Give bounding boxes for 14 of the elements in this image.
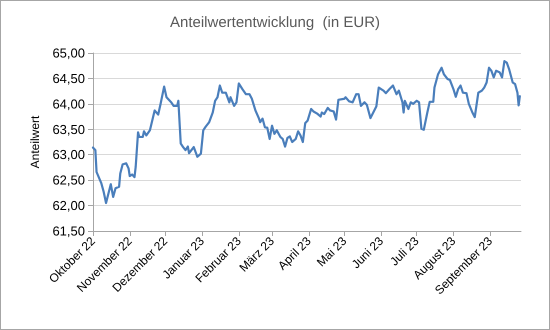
line-series bbox=[92, 60, 521, 204]
y-tick-label: 61,50 bbox=[52, 224, 85, 238]
x-tick-label: Juni 23 bbox=[348, 234, 386, 272]
y-tick-label: 62,50 bbox=[52, 172, 85, 188]
y-tick-label: 64,00 bbox=[52, 96, 85, 112]
y-tick-label: 62,00 bbox=[52, 198, 85, 214]
y-tick-label: 65,00 bbox=[52, 46, 85, 60]
y-axis-title: Anteilwert bbox=[28, 114, 42, 168]
y-tick-label: 63,00 bbox=[52, 147, 85, 162]
y-tick-label: 64,50 bbox=[52, 70, 85, 86]
chart-title: Anteilwertentwicklung (in EUR) bbox=[170, 14, 380, 31]
y-tick-label: 63,50 bbox=[52, 122, 85, 137]
x-tick-label: Juli 23 bbox=[387, 234, 422, 268]
x-tick-label: Mai 23 bbox=[314, 234, 350, 270]
